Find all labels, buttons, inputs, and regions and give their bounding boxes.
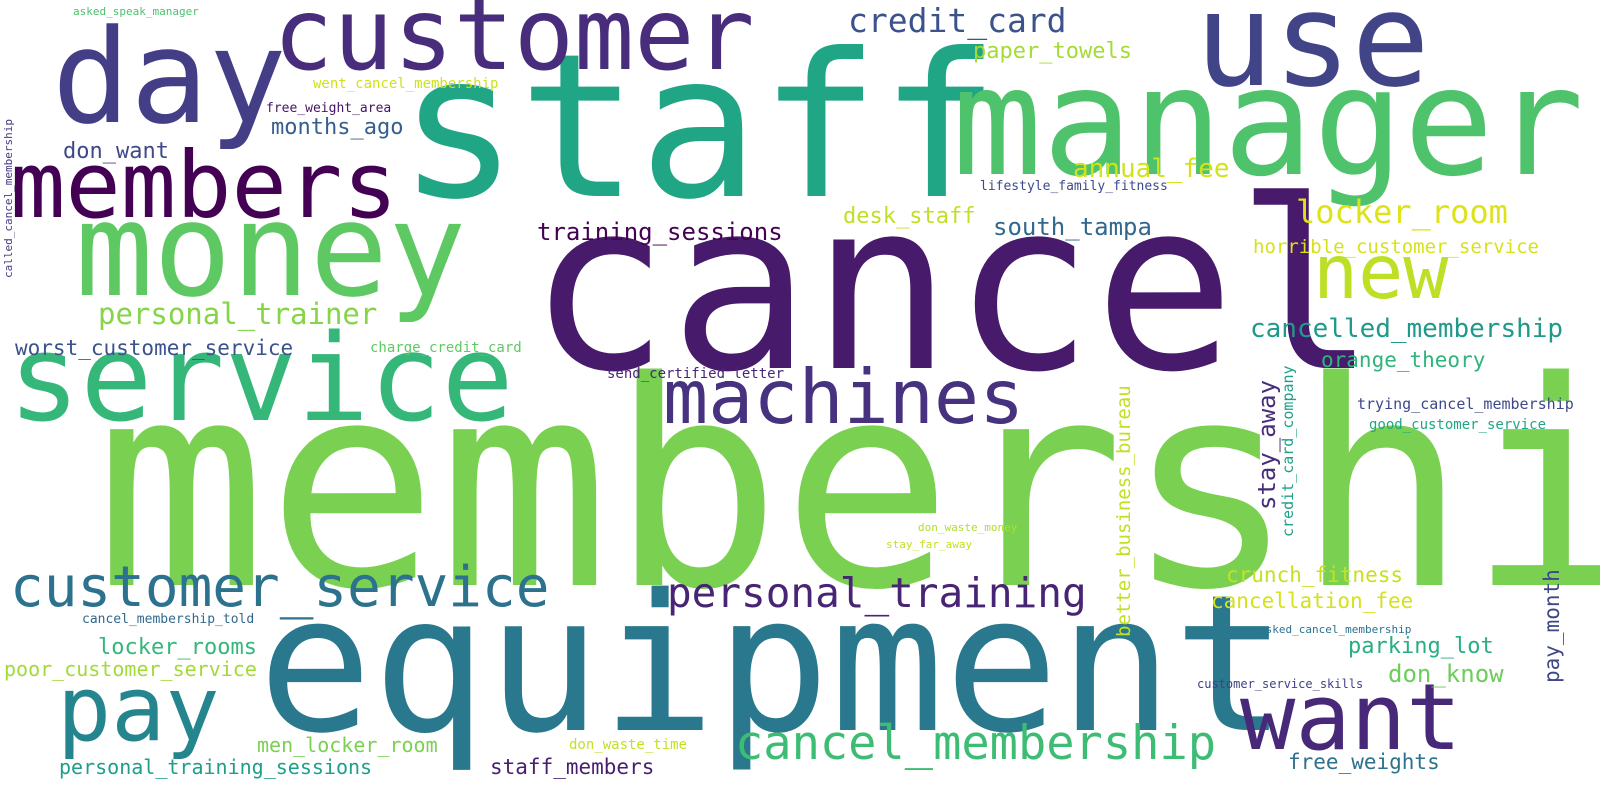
word-new: new bbox=[1313, 228, 1449, 316]
word-free-weights: free_weights bbox=[1288, 750, 1440, 774]
word-asked-cancel-membership: asked_cancel_membership bbox=[1259, 623, 1412, 636]
word-orange-theory: orange_theory bbox=[1321, 348, 1486, 372]
word-cancelled-membership: cancelled_membership bbox=[1250, 314, 1564, 344]
word-day: day bbox=[52, 1, 287, 153]
word-lifestyle-family-fitness: lifestyle_family_fitness bbox=[980, 179, 1168, 194]
word-paper-towels: paper_towels bbox=[973, 39, 1132, 64]
word-customer: customer bbox=[273, 0, 755, 93]
word-locker-rooms: locker_rooms bbox=[98, 635, 257, 660]
word-machines: machines bbox=[663, 353, 1025, 441]
word-locker-room: locker_room bbox=[1296, 193, 1508, 231]
word-want: want bbox=[1240, 664, 1462, 771]
word-personal-training-sessions: personal_training_sessions bbox=[59, 755, 373, 779]
word-equipment: equipment bbox=[258, 554, 1288, 775]
word-stay-away: stay_away bbox=[1253, 379, 1281, 510]
word-training-sessions: training_sessions bbox=[537, 218, 783, 246]
word-cancel: cancel bbox=[528, 151, 1377, 424]
word-send-certified-letter: send_certified_letter bbox=[607, 366, 785, 382]
word-called-cancel-membership: called_cancel_membership bbox=[2, 119, 15, 278]
word-annual-fee: annual_fee bbox=[1073, 154, 1230, 184]
word-don-know: don_know bbox=[1388, 660, 1504, 688]
word-service: service bbox=[8, 310, 514, 449]
word-south-tampa: south_tampa bbox=[993, 213, 1152, 241]
word-asked-speak-manager: asked_speak_manager bbox=[73, 5, 199, 18]
word-use: use bbox=[1195, 0, 1430, 116]
word-cancel-membership: cancel_membership bbox=[735, 716, 1217, 771]
word-stay-far-away: stay_far_away bbox=[886, 538, 973, 551]
word-credit-card-company: credit_card_company bbox=[1279, 365, 1297, 537]
word-poor-customer-service: poor_customer_service bbox=[4, 657, 257, 681]
word-pay-month: pay_month bbox=[1540, 569, 1564, 683]
word-good-customer-service: good_customer_service bbox=[1369, 417, 1547, 433]
word-charge-credit-card: charge_credit_card bbox=[370, 340, 522, 356]
word-crunch-fitness: crunch_fitness bbox=[1226, 563, 1404, 587]
word-parking-lot: parking_lot bbox=[1348, 634, 1494, 659]
word-personal-training: personal_training bbox=[667, 569, 1087, 617]
word-months-ago: months_ago bbox=[271, 115, 404, 140]
word-trying-cancel-membership: trying_cancel_membership bbox=[1357, 395, 1574, 413]
word-don-waste-time: don_waste_time bbox=[569, 737, 688, 753]
word-members: members bbox=[10, 132, 398, 239]
word-cancellation-fee: cancellation_fee bbox=[1211, 589, 1414, 613]
word-don-want: don_want bbox=[63, 139, 169, 164]
word-customer-service-skills: customer_service_skills bbox=[1197, 677, 1364, 691]
word-customer-service: customer_service bbox=[10, 555, 550, 620]
word-staff: staff bbox=[398, 11, 1001, 244]
word-free-weight-area: free_weight_area bbox=[266, 101, 392, 116]
word-worst-customer-service: worst_customer_service bbox=[15, 336, 294, 360]
word-money: money bbox=[75, 174, 467, 326]
word-horrible-customer-service: horrible_customer_service bbox=[1253, 236, 1539, 258]
word-better-business-bureau: better_business_bureau bbox=[1113, 385, 1135, 637]
word-membership: membership bbox=[95, 321, 1600, 653]
word-manager: manager bbox=[952, 36, 1585, 210]
word-cancel-membership-told: cancel_membership_told bbox=[82, 612, 255, 627]
word-went-cancel-membership: went_cancel_membership bbox=[313, 76, 499, 92]
word-staff-members: staff_members bbox=[490, 755, 655, 779]
word-pay: pay bbox=[57, 657, 220, 762]
word-credit-card: credit_card bbox=[848, 1, 1067, 40]
word-men-locker-room: men_locker_room bbox=[257, 733, 438, 757]
word-don-waste-money: don_waste_money bbox=[918, 521, 1018, 534]
word-personal-trainer: personal_trainer bbox=[98, 297, 378, 331]
word-desk-staff: desk_staff bbox=[843, 204, 976, 229]
